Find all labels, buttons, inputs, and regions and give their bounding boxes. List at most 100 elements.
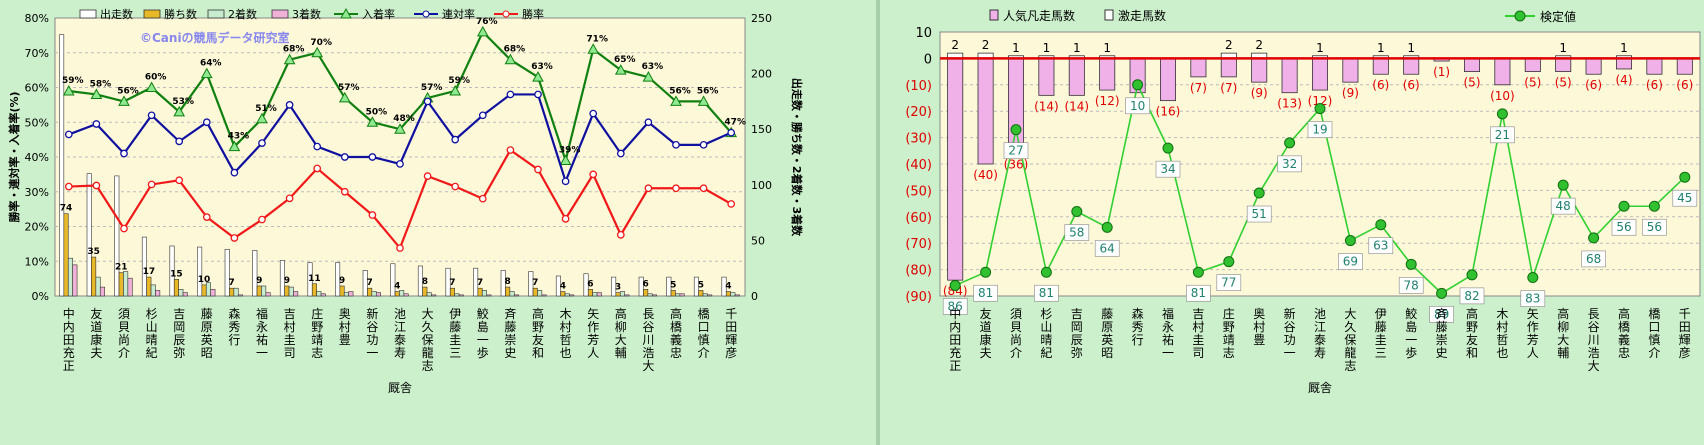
marker-検定値 [1223, 256, 1235, 268]
bar-3着数 [596, 292, 602, 297]
y-axis-title: 勝率・連対率・入着率(%) [7, 91, 21, 222]
bar-2着数 [592, 292, 598, 297]
bar-出走数 [555, 275, 561, 297]
marker-検定値 [1162, 142, 1174, 154]
win-count-label: 7 [449, 278, 455, 288]
win-count-label: 7 [367, 278, 373, 288]
bar-出走数 [611, 276, 617, 297]
bar-人気凡走馬数 [1251, 58, 1268, 83]
win-count-label: 9 [256, 276, 262, 286]
x-category-label: 中内田充正 [63, 306, 75, 373]
bar-人気凡走馬数 [1038, 58, 1055, 96]
place-rate-label: 68% [283, 45, 305, 55]
bar-出走数 [473, 267, 479, 297]
bar-出走数 [666, 276, 672, 297]
bar-勝ち数 [367, 287, 373, 297]
bar-3着数 [624, 294, 630, 297]
legend-swatch [207, 9, 225, 19]
bar-人気凡走馬数 [1494, 58, 1511, 86]
legend-label: 連対率 [442, 7, 475, 21]
flop-count-label: (12) [1308, 94, 1333, 108]
x-category-label: 福永祐一 [1162, 306, 1174, 360]
marker-連対率 [561, 177, 570, 186]
popular-horse-test-chart: 10 0 (10) (20) (30) (40) (50) (60) (70) (80) (90) 厩… [905, 8, 1701, 395]
marker-勝率 [230, 234, 239, 242]
bar-勝ち数 [615, 292, 621, 297]
legend-label: 勝ち数 [164, 7, 197, 21]
test-value-label: 68 [1586, 252, 1601, 266]
x-category-label: 高野友和 [1466, 306, 1478, 360]
flop-count-label: (9) [1251, 86, 1268, 100]
y2-tick-label: 100 [751, 179, 772, 192]
hit-count-label: 2 [1255, 38, 1263, 52]
bar-3着数 [210, 289, 216, 297]
y-tick-label: 40% [25, 151, 49, 164]
marker-勝率 [534, 165, 542, 174]
x-category-label: 斉藤崇史 [504, 306, 516, 360]
x-category-label: 矢作芳人 [587, 307, 599, 360]
y2-tick-label: 250 [751, 12, 772, 25]
flop-count-label: (5) [1524, 76, 1541, 90]
x-category-label: 斉藤崇史 [1436, 306, 1448, 360]
place-rate-label: 39% [559, 145, 581, 155]
marker-検定値 [1588, 232, 1600, 244]
marker-入着率 [200, 67, 213, 79]
test-value-box [1216, 274, 1242, 291]
marker-入着率 [118, 95, 130, 106]
y-tick-label: (40) [905, 158, 932, 173]
y-tick-label: (30) [905, 132, 932, 147]
marker-入着率 [173, 105, 186, 117]
marker-検定値 [1344, 235, 1356, 247]
win-count-label: 15 [170, 269, 183, 279]
x-category-label: 大久保龍志 [1344, 307, 1356, 373]
place-rate-label: 68% [504, 45, 526, 55]
y-tick-label: 10 [915, 26, 932, 41]
bar-人気凡走馬数 [1524, 58, 1541, 73]
marker-検定値 [1466, 269, 1478, 281]
bar-人気凡走馬数 [1372, 58, 1389, 75]
win-count-label: 8 [422, 277, 428, 287]
hit-count-label: 1 [1377, 41, 1385, 55]
marker-勝率 [92, 181, 101, 190]
y-tick-label: 60% [25, 82, 49, 95]
bar-2着数 [647, 293, 653, 297]
y2-tick-label: 200 [751, 68, 772, 81]
win-count-label: 7 [532, 278, 538, 288]
test-value-label: 63 [1373, 239, 1388, 253]
legend-label: 検定値 [1540, 9, 1576, 24]
marker-勝率 [561, 215, 570, 223]
marker-検定値 [1253, 187, 1265, 199]
flop-count-label: (14) [1064, 99, 1089, 113]
bar-3着数 [265, 292, 271, 297]
legend-label: 出走数 [100, 7, 133, 21]
bar-出走数 [528, 271, 534, 297]
place-rate-label: 63% [642, 62, 664, 72]
marker-勝率 [644, 184, 653, 193]
bar-2着数 [95, 276, 101, 297]
place-rate-label: 56% [669, 86, 691, 96]
bar-勝ち数 [91, 256, 97, 297]
test-value-label: 81 [978, 286, 993, 300]
marker-勝率 [451, 182, 460, 191]
x-category-label: 千田輝彦 [1679, 307, 1691, 360]
marker-入着率 [504, 53, 517, 65]
bar-勝ち数 [201, 284, 207, 297]
bar-出走数 [197, 246, 203, 297]
x-category-label: 庄野靖志 [311, 306, 323, 360]
x-category-label: 杉山晴紀 [1040, 307, 1052, 360]
hit-count-label: 2 [982, 38, 990, 52]
bar-3着数 [651, 294, 657, 297]
bar-人気凡走馬数 [1190, 58, 1207, 78]
y-tick-label: 10% [25, 255, 49, 268]
bar-勝ち数 [173, 279, 179, 297]
bar-2着数 [288, 286, 294, 297]
bar-3着数 [293, 291, 299, 297]
y-tick-label: 80% [25, 12, 49, 25]
bar-人気凡走馬数 [1099, 58, 1116, 91]
y-tick-label: 0% [32, 290, 49, 303]
test-value-label: 48 [1556, 199, 1571, 213]
marker-連対率 [313, 142, 322, 151]
test-value-label: 82 [1464, 289, 1479, 303]
place-rate-label: 47% [724, 118, 746, 128]
bar-2着数 [233, 287, 239, 297]
